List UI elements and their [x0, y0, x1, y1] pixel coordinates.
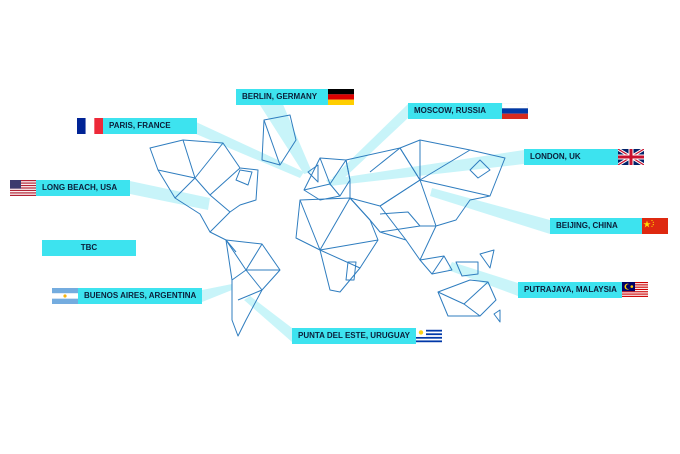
- connector-buenos-aires: [202, 284, 232, 302]
- malaysia-flag: [622, 282, 648, 298]
- france-flag: [77, 118, 103, 134]
- label-london: LONDON, UK: [524, 149, 618, 165]
- connector-long-beach: [130, 181, 210, 210]
- label-beijing: BEIJING, CHINA: [550, 218, 642, 234]
- connector-beijing: [430, 188, 550, 234]
- label-tbc: TBC: [42, 240, 136, 256]
- connector-beams: [130, 102, 550, 342]
- map-outline: [149, 114, 506, 337]
- argentina-flag: [52, 288, 78, 304]
- uk-flag: [618, 149, 644, 165]
- connector-moscow: [332, 104, 408, 182]
- label-long-beach: LONG BEACH, USA: [36, 180, 130, 196]
- label-paris: PARIS, FRANCE: [103, 118, 197, 134]
- connector-putrajaya: [448, 262, 518, 296]
- label-putrajaya: PUTRAJAYA, MALAYSIA: [518, 282, 622, 298]
- label-moscow: MOSCOW, RUSSIA: [408, 103, 502, 119]
- uruguay-flag: [416, 328, 442, 344]
- connector-punta: [244, 296, 292, 342]
- russia-flag: [502, 103, 528, 119]
- germany-flag: [328, 89, 354, 105]
- label-berlin: BERLIN, GERMANY: [236, 89, 328, 105]
- china-flag: [642, 218, 668, 234]
- connector-berlin: [258, 102, 312, 174]
- label-punta-del-este: PUNTA DEL ESTE, URUGUAY: [292, 328, 416, 344]
- label-buenos-aires: BUENOS AIRES, ARGENTINA: [78, 288, 202, 304]
- connector-london: [326, 150, 524, 186]
- usa-flag: [10, 180, 36, 196]
